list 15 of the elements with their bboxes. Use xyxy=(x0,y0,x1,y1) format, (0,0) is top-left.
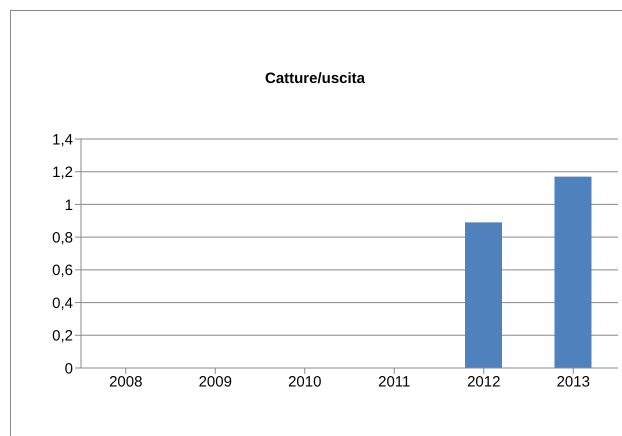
x-tick-label: 2012 xyxy=(467,374,500,391)
y-tick-label: 1 xyxy=(64,196,73,214)
y-tick-label: 1,4 xyxy=(52,131,73,148)
y-tick-label: 1,2 xyxy=(52,164,73,182)
x-tick-label: 2010 xyxy=(288,374,322,391)
x-tick-label: 2011 xyxy=(378,374,410,391)
y-tick-label: 0,8 xyxy=(52,229,73,246)
y-tick-label: 0 xyxy=(64,360,73,378)
x-tick-label: 2008 xyxy=(109,374,142,391)
x-tick-label: 2009 xyxy=(198,374,232,391)
x-tick-label: 2013 xyxy=(556,374,590,391)
y-tick-label: 0,4 xyxy=(52,294,73,312)
chart-title: Catture/uscita xyxy=(264,70,366,87)
y-tick-label: 0,2 xyxy=(52,328,73,345)
y-tick-label: 0,6 xyxy=(52,262,73,280)
